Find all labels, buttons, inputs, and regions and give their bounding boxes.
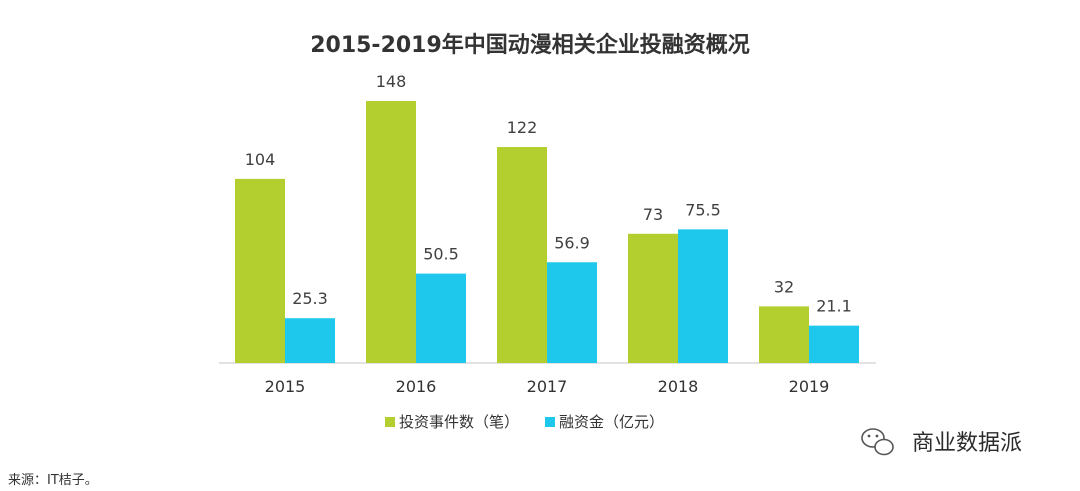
bar-funding-amount-2018 — [678, 229, 728, 363]
bar-investment-events-2016 — [366, 101, 416, 363]
data-label-investment-events-2015: 104 — [245, 150, 276, 169]
data-label-funding-amount-2016: 50.5 — [423, 245, 459, 264]
data-label-funding-amount-2017: 56.9 — [554, 233, 590, 252]
data-label-funding-amount-2019: 21.1 — [816, 297, 852, 316]
legend-swatch-funding-amount — [545, 417, 555, 427]
legend: 投资事件数（笔） 融资金（亿元） — [385, 413, 664, 431]
chart-title: 2015-2019年中国动漫相关企业投融资概况 — [310, 32, 750, 58]
data-label-investment-events-2019: 32 — [774, 277, 794, 296]
bar-funding-amount-2015 — [285, 318, 335, 363]
bar-investment-events-2018 — [628, 233, 678, 363]
data-label-investment-events-2016: 148 — [376, 72, 407, 91]
x-tick-label-2016: 2016 — [396, 377, 437, 396]
watermark: 商业数据派 — [861, 428, 1022, 456]
bar-funding-amount-2016 — [416, 273, 466, 363]
watermark-text: 商业数据派 — [912, 431, 1022, 456]
bar-investment-events-2015 — [235, 178, 285, 363]
x-tick-label-2018: 2018 — [658, 377, 699, 396]
bars-group: 104 25.3 148 50.5 122 56.9 73 75.5 32 21.1 — [235, 72, 859, 363]
legend-label-investment-events: 投资事件数（笔） — [399, 413, 519, 431]
source-note: 来源：IT桔子。 — [8, 473, 98, 488]
data-label-funding-amount-2015: 25.3 — [292, 289, 328, 308]
data-label-investment-events-2017: 122 — [507, 118, 538, 137]
x-tick-label-2017: 2017 — [527, 377, 568, 396]
bar-funding-amount-2019 — [809, 325, 859, 363]
x-tick-label-2019: 2019 — [789, 377, 830, 396]
legend-label-funding-amount: 融资金（亿元） — [559, 413, 664, 431]
legend-swatch-investment-events — [385, 417, 395, 427]
bar-investment-events-2017 — [497, 147, 547, 363]
data-label-investment-events-2018: 73 — [643, 205, 663, 224]
wechat-icon — [861, 428, 894, 456]
data-label-funding-amount-2018: 75.5 — [685, 200, 721, 219]
bar-funding-amount-2017 — [547, 262, 597, 363]
bar-investment-events-2019 — [759, 306, 809, 363]
x-tick-labels: 2015 2016 2017 2018 2019 — [265, 377, 830, 396]
x-tick-label-2015: 2015 — [265, 377, 306, 396]
